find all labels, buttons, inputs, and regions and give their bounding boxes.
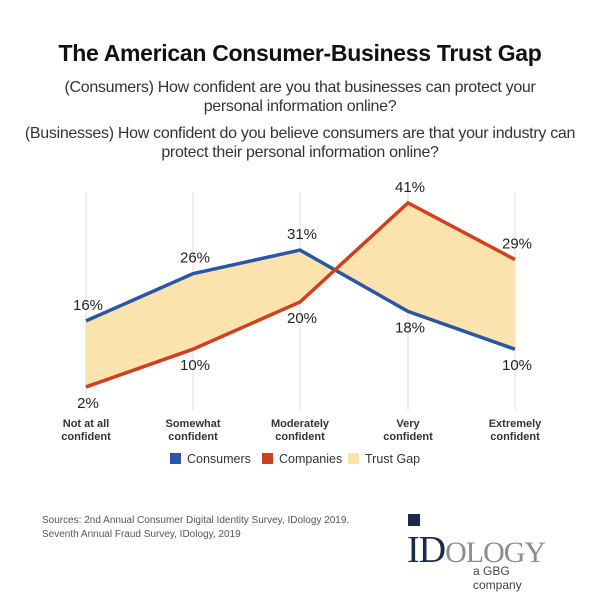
data-label: 26% — [180, 250, 210, 267]
legend-label: Trust Gap — [365, 452, 420, 466]
category-label: Moderately — [271, 418, 330, 430]
series-line-companies — [85, 200, 516, 389]
trust-gap-area — [86, 202, 515, 387]
line-chart: 16%26%31%18%10%2%10%20%41%29%Not at allc… — [61, 179, 542, 466]
data-label: 10% — [180, 357, 210, 374]
subtitle-consumers: (Consumers) How confident are you that b… — [64, 79, 536, 115]
legend-label: Companies — [279, 452, 342, 466]
logo-wordmark: IDOLOGY — [407, 529, 546, 571]
category-label: confident — [383, 431, 433, 443]
data-label: 41% — [395, 179, 425, 196]
category-label: Not at all — [63, 418, 109, 430]
category-label: confident — [168, 431, 218, 443]
legend-swatch-trust-gap — [348, 453, 359, 464]
series-line-consumers — [85, 248, 516, 351]
data-label: 18% — [395, 319, 425, 336]
category-label: Somewhat — [165, 418, 220, 430]
category-label: confident — [275, 431, 325, 443]
data-label: 2% — [77, 395, 99, 412]
legend-swatch-consumers — [170, 453, 181, 464]
data-label: 29% — [502, 236, 532, 253]
idology-logo: IDOLOGY a GBG company — [395, 513, 546, 592]
logo-tagline: a GBG company — [473, 564, 522, 592]
subtitle-businesses: (Businesses) How confident do you believ… — [24, 125, 576, 161]
legend-label: Consumers — [187, 452, 251, 466]
data-label: 31% — [287, 226, 317, 243]
logo-mark-icon — [408, 514, 420, 526]
data-label: 10% — [502, 357, 532, 374]
source-line: Sources: 2nd Annual Consumer Digital Ide… — [42, 515, 350, 526]
legend-swatch-companies — [262, 453, 273, 464]
category-label: Extremely — [489, 418, 542, 430]
source-line: Seventh Annual Fraud Survey, IDology, 20… — [42, 529, 241, 540]
data-label: 20% — [287, 310, 317, 327]
chart-title: The American Consumer-Business Trust Gap — [58, 40, 542, 66]
sources: Sources: 2nd Annual Consumer Digital Ide… — [42, 514, 349, 542]
category-label: confident — [61, 431, 111, 443]
category-label: confident — [490, 431, 540, 443]
category-label: Very — [396, 418, 420, 430]
data-label: 16% — [73, 297, 103, 314]
